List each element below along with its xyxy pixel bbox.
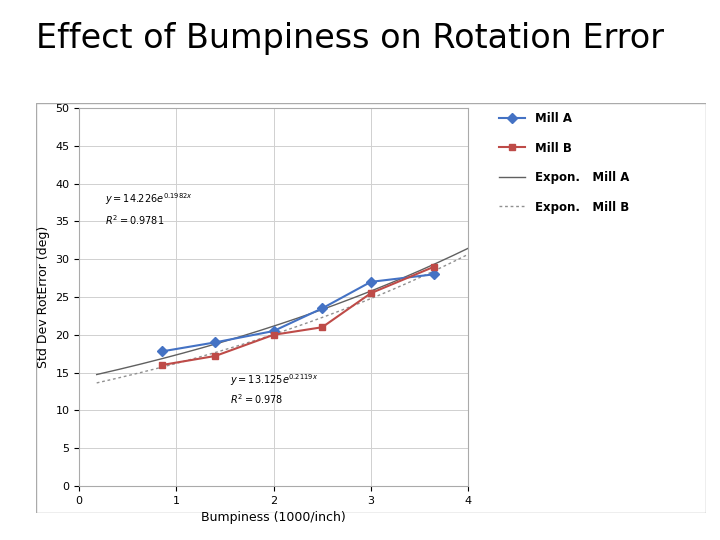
- Text: $R^2 = 0.9781$: $R^2 = 0.9781$: [105, 213, 165, 227]
- X-axis label: Bumpiness (1000/inch): Bumpiness (1000/inch): [201, 511, 346, 524]
- Y-axis label: Std Dev RotError (deg): Std Dev RotError (deg): [37, 226, 50, 368]
- Text: $y = 13.125e^{0.2119x}$: $y = 13.125e^{0.2119x}$: [230, 372, 318, 388]
- Text: $R^2 = 0.978$: $R^2 = 0.978$: [230, 393, 283, 407]
- Text: $y = 14.226e^{0.1982x}$: $y = 14.226e^{0.1982x}$: [105, 191, 194, 206]
- Legend: Mill A, Mill B, Expon.   Mill A, Expon.   Mill B: Mill A, Mill B, Expon. Mill A, Expon. Mi…: [493, 106, 635, 220]
- Text: Effect of Bumpiness on Rotation Error: Effect of Bumpiness on Rotation Error: [36, 22, 664, 55]
